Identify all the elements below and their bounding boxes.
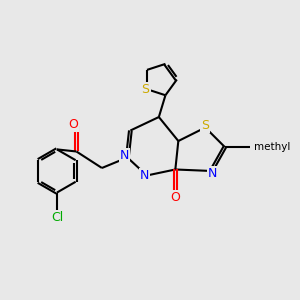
Text: O: O [68,118,78,131]
Text: N: N [140,169,149,182]
Text: S: S [201,119,209,132]
Text: N: N [120,148,129,162]
Text: S: S [142,83,149,96]
Text: Cl: Cl [51,211,63,224]
Text: methyl: methyl [254,142,290,152]
Text: N: N [208,167,218,181]
Text: O: O [170,191,180,205]
